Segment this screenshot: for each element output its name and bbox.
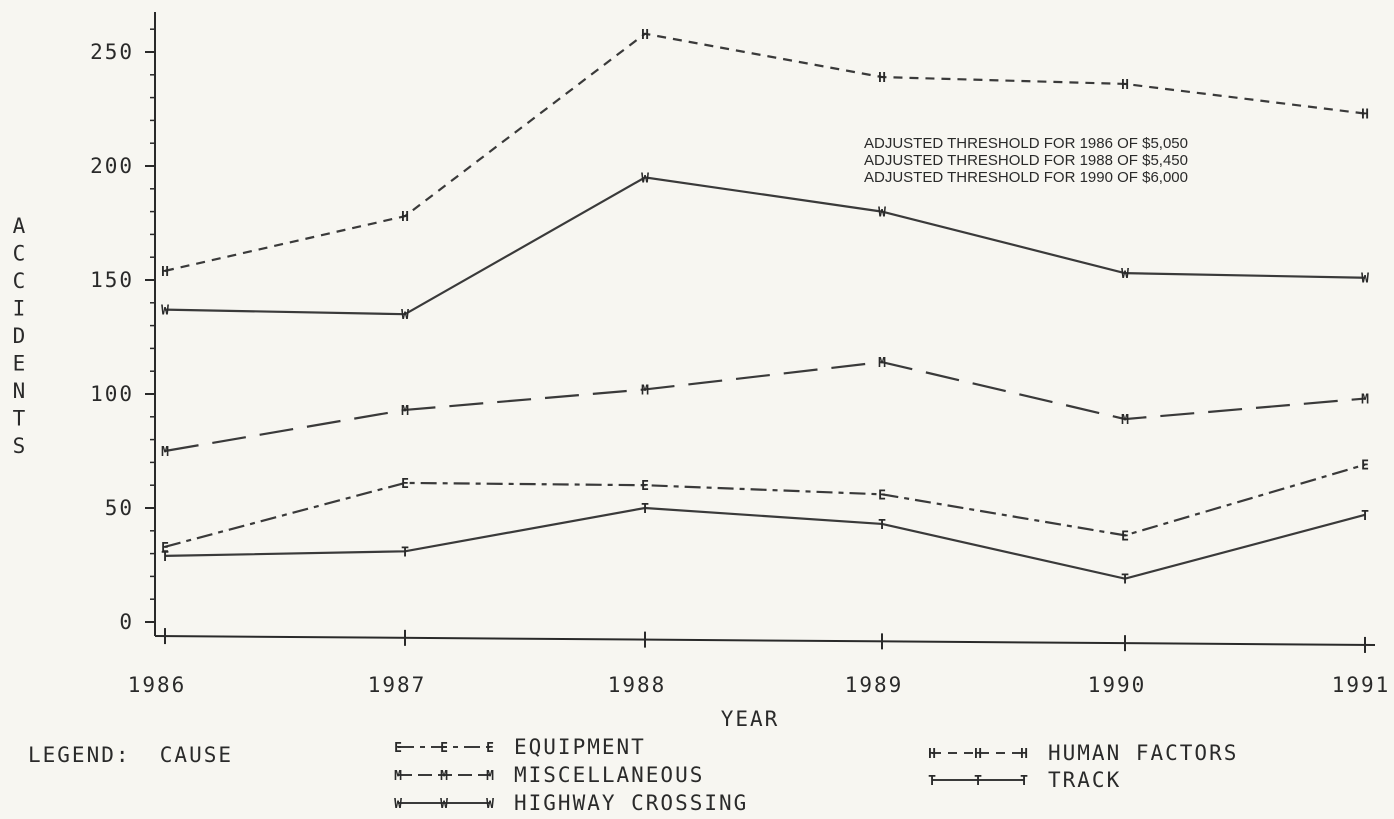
legend-marker: M xyxy=(440,769,448,784)
data-point-track: T xyxy=(161,550,169,565)
y-axis-title-letter: D xyxy=(13,324,28,348)
series-line-equipment xyxy=(164,463,1366,548)
y-axis-ticks: 0 50 100 150 200 250 xyxy=(90,40,155,634)
x-axis-title: YEAR xyxy=(721,707,780,731)
legend-marker: H xyxy=(1020,747,1028,762)
x-tick-label: 1987 xyxy=(368,673,427,697)
y-axis-title-letter: I xyxy=(13,297,28,321)
legend-marker: M xyxy=(486,769,494,784)
data-point-highway-crossing: W xyxy=(1361,272,1369,287)
data-point-human-factors: H xyxy=(161,265,169,280)
chart-axes: 0 50 100 150 200 250 1986 1987 1988 1989 1990 1991 xyxy=(90,12,1391,697)
data-point-highway-crossing: W xyxy=(641,171,649,186)
legend-item-highway-crossing: W W W HIGHWAY CROSSING xyxy=(394,791,748,815)
legend-label: HIGHWAY CROSSING xyxy=(514,791,748,815)
legend-label: MISCELLANEOUS xyxy=(514,763,704,787)
y-axis-title-letter: C xyxy=(13,242,28,266)
legend-marker: W xyxy=(394,797,402,812)
series-human-factors: H H H H H H xyxy=(161,28,1369,280)
y-tick-label: 50 xyxy=(105,496,134,520)
data-point-equipment: E xyxy=(1361,459,1369,474)
y-axis-title-letter: S xyxy=(13,434,28,458)
legend-label: EQUIPMENT xyxy=(514,735,646,759)
data-point-miscellaneous: M xyxy=(1361,393,1369,408)
legend-label: TRACK xyxy=(1048,768,1121,792)
legend-item-track: T T T TRACK xyxy=(928,768,1121,792)
data-point-miscellaneous: M xyxy=(878,356,886,371)
legend-marker: E xyxy=(440,741,448,756)
data-point-miscellaneous: M xyxy=(161,445,169,460)
data-point-track: T xyxy=(401,545,409,560)
legend-label: HUMAN FACTORS xyxy=(1048,741,1238,765)
x-axis-line xyxy=(154,635,1376,646)
threshold-annotations: ADJUSTED THRESHOLD FOR 1986 OF $5,050ADJ… xyxy=(864,135,1188,186)
series-line-miscellaneous xyxy=(164,360,1366,453)
legend-marker: W xyxy=(440,797,448,812)
series-line-track xyxy=(164,506,1366,580)
series-line-highway-crossing xyxy=(164,176,1366,316)
legend-marker: E xyxy=(486,741,494,756)
data-point-track: T xyxy=(641,502,649,517)
data-point-track: T xyxy=(1121,573,1129,588)
y-tick-label: 200 xyxy=(90,154,134,178)
data-point-track: T xyxy=(1361,509,1369,524)
legend-marker: T xyxy=(928,774,936,789)
data-point-equipment: E xyxy=(161,541,169,556)
data-point-equipment: E xyxy=(401,477,409,492)
data-point-equipment: E xyxy=(641,479,649,494)
threshold-annotation: ADJUSTED THRESHOLD FOR 1990 OF $6,000 xyxy=(864,169,1188,186)
x-tick-label: 1988 xyxy=(608,673,667,697)
data-point-human-factors: H xyxy=(1121,78,1129,93)
series-miscellaneous: M M M M M M xyxy=(161,356,1369,460)
data-point-equipment: E xyxy=(878,488,886,503)
y-axis-title-letter: A xyxy=(13,214,28,238)
series-track: T T T T T T xyxy=(161,502,1369,588)
data-point-highway-crossing: W xyxy=(401,308,409,323)
y-axis-title-letter: N xyxy=(13,379,28,403)
legend-marker: H xyxy=(928,747,936,762)
y-axis-title-letter: C xyxy=(13,269,28,293)
threshold-annotation: ADJUSTED THRESHOLD FOR 1988 OF $5,450 xyxy=(864,152,1188,169)
data-point-human-factors: H xyxy=(878,71,886,86)
legend-marker: W xyxy=(486,797,494,812)
legend-marker: T xyxy=(974,774,982,789)
series-highway-crossing: W W W W W W xyxy=(161,171,1369,323)
legend-title: LEGEND: CAUSE xyxy=(28,743,233,767)
x-axis-ticks: 1986 1987 1988 1989 1990 1991 xyxy=(128,628,1391,697)
data-point-human-factors: H xyxy=(1361,108,1369,123)
data-point-highway-crossing: W xyxy=(1121,267,1129,282)
x-tick-label: 1990 xyxy=(1088,673,1147,697)
y-axis-title-letter: E xyxy=(13,352,28,376)
chart-legend: LEGEND: CAUSE H H H HUMAN FACTORS W W W HIGHWAY… xyxy=(28,735,1238,815)
data-point-miscellaneous: M xyxy=(641,383,649,398)
legend-marker: T xyxy=(1020,774,1028,789)
threshold-annotation: ADJUSTED THRESHOLD FOR 1986 OF $5,050 xyxy=(864,135,1188,152)
legend-item-human-factors: H H H HUMAN FACTORS xyxy=(928,741,1238,765)
data-point-human-factors: H xyxy=(641,28,649,43)
y-tick-label: 0 xyxy=(119,610,134,634)
x-tick-label: 1989 xyxy=(845,673,904,697)
data-point-track: T xyxy=(878,518,886,533)
x-tick-label: 1991 xyxy=(1332,673,1391,697)
y-tick-label: 250 xyxy=(90,40,134,64)
y-axis-title-letter: T xyxy=(13,407,28,431)
series-equipment: E E E E E E xyxy=(161,459,1369,556)
data-point-equipment: E xyxy=(1121,529,1129,544)
y-tick-label: 150 xyxy=(90,268,134,292)
legend-item-equipment: E E E EQUIPMENT xyxy=(394,735,646,759)
data-point-highway-crossing: W xyxy=(878,206,886,221)
data-point-miscellaneous: M xyxy=(1121,413,1129,428)
legend-item-miscellaneous: M M M MISCELLANEOUS xyxy=(394,763,704,787)
legend-marker: M xyxy=(394,769,402,784)
data-point-human-factors: H xyxy=(401,210,409,225)
x-tick-label: 1986 xyxy=(128,673,187,697)
legend-marker: E xyxy=(394,741,402,756)
data-point-highway-crossing: W xyxy=(161,304,169,319)
data-point-miscellaneous: M xyxy=(401,404,409,419)
y-tick-label: 100 xyxy=(90,382,134,406)
legend-marker: H xyxy=(974,747,982,762)
